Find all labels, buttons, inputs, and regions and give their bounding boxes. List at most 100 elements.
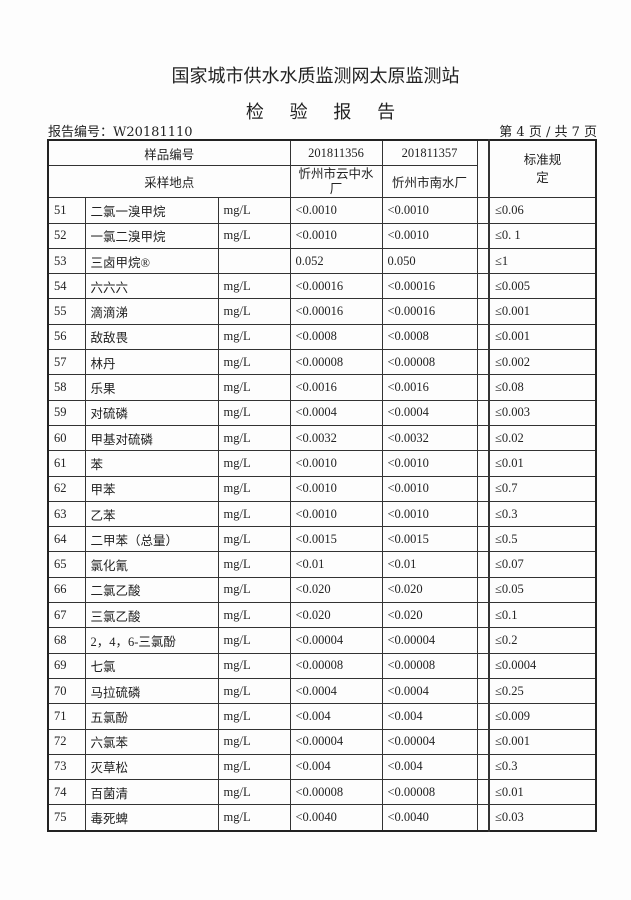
result-2: <0.00004 (381, 728, 478, 755)
unit: mg/L (217, 526, 291, 553)
result-1: <0.00016 (289, 298, 383, 325)
spacer-column (476, 197, 490, 224)
unit: mg/L (217, 399, 291, 426)
unit: mg/L (217, 273, 291, 300)
table-row: 56 敌敌畏 mg/L <0.0008 <0.0008 ≤0.001 (47, 323, 597, 351)
spacer-column (476, 374, 490, 401)
result-1: <0.004 (289, 753, 383, 781)
item-name: 敌敌畏 (84, 323, 219, 351)
standard: ≤0. 1 (488, 222, 597, 249)
unit: mg/L (217, 652, 291, 679)
item-name: 三卤甲烷® (84, 247, 219, 275)
spacer-column (476, 576, 490, 604)
table-row: 70 马拉硫磷 mg/L <0.0004 <0.0004 ≤0.25 (47, 677, 597, 705)
unit: mg/L (217, 677, 291, 705)
table-row: 66 二氯乙酸 mg/L <0.020 <0.020 ≤0.05 (47, 576, 597, 604)
unit: mg/L (217, 222, 291, 249)
item-name: 毒死蜱 (84, 804, 219, 832)
spacer-column (476, 424, 490, 452)
unit (217, 247, 291, 275)
item-name: 六六六 (84, 273, 219, 300)
result-2: <0.0004 (381, 677, 478, 705)
standard: ≤0.001 (488, 298, 597, 325)
item-name: 林丹 (84, 349, 219, 376)
unit: mg/L (217, 551, 291, 578)
spacer-column (476, 450, 490, 477)
table-row: 58 乐果 mg/L <0.0016 <0.0016 ≤0.08 (47, 374, 597, 401)
standard: ≤0.7 (488, 475, 597, 502)
standard: ≤0.05 (488, 576, 597, 604)
row-number: 71 (47, 703, 86, 730)
result-1: <0.0010 (289, 500, 383, 528)
unit: mg/L (217, 374, 291, 401)
unit: mg/L (217, 500, 291, 528)
result-1: <0.00008 (289, 779, 383, 806)
result-1: <0.0010 (289, 197, 383, 224)
spacer-column (476, 475, 490, 502)
row-number: 52 (47, 222, 86, 249)
unit: mg/L (217, 197, 291, 224)
standard: ≤0.02 (488, 424, 597, 452)
spacer-column (476, 677, 490, 705)
result-1: 0.052 (289, 247, 383, 275)
result-2: <0.004 (381, 703, 478, 730)
spacer-column (476, 298, 490, 325)
unit: mg/L (217, 323, 291, 351)
unit: mg/L (217, 779, 291, 806)
page-indicator: 第 4 页 / 共 7 页 (499, 125, 597, 140)
result-2: <0.00004 (381, 627, 478, 654)
table-row: 53 三卤甲烷® 0.052 0.050 ≤1 (47, 247, 597, 275)
spacer-column (476, 753, 490, 781)
table-row: 71 五氯酚 mg/L <0.004 <0.004 ≤0.009 (47, 703, 597, 730)
item-name: 二甲苯（总量） (84, 526, 219, 553)
unit: mg/L (217, 703, 291, 730)
result-2: <0.00008 (381, 652, 478, 679)
row-number: 57 (47, 349, 86, 376)
result-2: <0.0010 (381, 500, 478, 528)
result-1: <0.020 (289, 602, 383, 629)
standard: ≤0.3 (488, 500, 597, 528)
spacer-column (476, 652, 490, 679)
unit: mg/L (217, 753, 291, 781)
standard-label: 标准规定 (488, 139, 597, 199)
result-1: <0.00004 (289, 728, 383, 755)
result-2: <0.0010 (381, 197, 478, 224)
spacer-column (476, 728, 490, 755)
sample-site-label: 采样地点 (47, 165, 291, 199)
table-row: 74 百菌清 mg/L <0.00008 <0.00008 ≤0.01 (47, 779, 597, 806)
result-1: <0.00008 (289, 349, 383, 376)
spacer-column (476, 551, 490, 578)
spacer-column (476, 703, 490, 730)
unit: mg/L (217, 728, 291, 755)
item-name: 二氯乙酸 (84, 576, 219, 604)
standard: ≤0.5 (488, 526, 597, 553)
standard: ≤0.03 (488, 804, 597, 832)
standard: ≤0.1 (488, 602, 597, 629)
table-row: 75 毒死蜱 mg/L <0.0040 <0.0040 ≤0.03 (47, 804, 597, 832)
result-2: <0.020 (381, 602, 478, 629)
table-row: 51 二氯一溴甲烷 mg/L <0.0010 <0.0010 ≤0.06 (47, 197, 597, 224)
item-name: 五氯酚 (84, 703, 219, 730)
result-1: <0.0016 (289, 374, 383, 401)
standard: ≤0.25 (488, 677, 597, 705)
item-name: 乐果 (84, 374, 219, 401)
row-number: 64 (47, 526, 86, 553)
standard: ≤0.001 (488, 728, 597, 755)
unit: mg/L (217, 349, 291, 376)
table-row: 61 苯 mg/L <0.0010 <0.0010 ≤0.01 (47, 450, 597, 477)
result-1: <0.00016 (289, 273, 383, 300)
result-2: <0.0010 (381, 450, 478, 477)
row-number: 66 (47, 576, 86, 604)
table-row: 60 甲基对硫磷 mg/L <0.0032 <0.0032 ≤0.02 (47, 424, 597, 452)
item-name: 灭草松 (84, 753, 219, 781)
result-2: <0.0008 (381, 323, 478, 351)
item-name: 七氯 (84, 652, 219, 679)
result-2: <0.0016 (381, 374, 478, 401)
standard: ≤0.001 (488, 323, 597, 351)
standard: ≤0.002 (488, 349, 597, 376)
result-1: <0.0008 (289, 323, 383, 351)
standard: ≤0.0004 (488, 652, 597, 679)
item-name: 氯化氰 (84, 551, 219, 578)
spacer-column (476, 602, 490, 629)
